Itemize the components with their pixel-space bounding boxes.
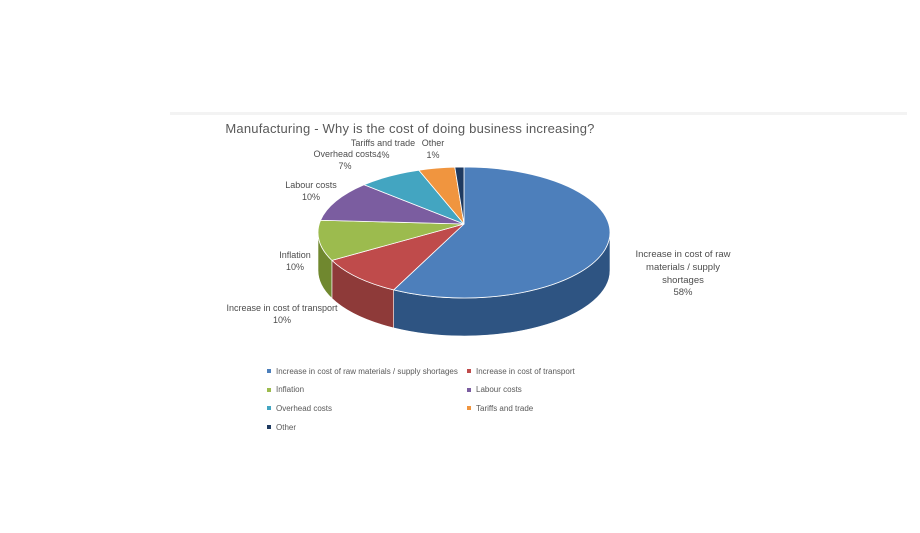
legend-item-other[interactable]: Other xyxy=(267,422,296,432)
top-divider xyxy=(170,112,907,115)
slice-label-line: Labour costs xyxy=(285,180,337,190)
slice-label-line: 10% xyxy=(301,191,320,202)
slice-label-line: Inflation xyxy=(279,250,311,260)
slice-label-inflation: Inflation 10% xyxy=(279,250,311,273)
pie-slice-labour-costs[interactable] xyxy=(320,184,465,225)
slice-label-overhead-costs: Overhead costs 7% xyxy=(313,149,376,172)
slice-label-other: Other 1% xyxy=(422,138,445,161)
slice-label-line: Increase in cost of transport xyxy=(226,303,338,313)
slice-label-line: 10% xyxy=(272,314,291,325)
slice-label-line: 10% xyxy=(285,261,304,272)
slice-label-line: Tariffs and trade xyxy=(350,138,416,148)
pie-slice-transport[interactable] xyxy=(331,223,465,291)
legend-label: Tariffs and trade xyxy=(476,403,534,413)
slice-label-line: Other xyxy=(421,138,445,148)
chart-title: Manufacturing - Why is the cost of doing… xyxy=(225,121,595,136)
legend-item-transport[interactable]: Increase in cost of transport xyxy=(467,366,575,376)
legend-label: Inflation xyxy=(276,385,305,395)
legend-item-raw-materials[interactable]: Increase in cost of raw materials / supp… xyxy=(267,366,458,376)
legend-label: Increase in cost of transport xyxy=(476,366,575,376)
legend-label: Other xyxy=(276,422,297,432)
legend-marker-tariffs-trade xyxy=(467,406,471,411)
legend-marker-overhead-costs xyxy=(267,406,271,411)
legend-marker-inflation xyxy=(267,387,271,392)
legend-item-labour-costs[interactable]: Labour costs xyxy=(467,385,522,395)
slice-label-tariffs-trade: Tariffs and trade 4% xyxy=(351,138,415,161)
legend-marker-other xyxy=(267,425,271,430)
legend-item-tariffs-trade[interactable]: Tariffs and trade xyxy=(467,403,533,413)
slice-label-line: Increase in cost of raw xyxy=(635,249,731,260)
slice-label-transport: Increase in cost of transport 10% xyxy=(226,303,337,326)
legend-marker-labour-costs xyxy=(467,387,471,392)
slice-label-line: materials / supply xyxy=(646,261,720,273)
slice-label-line: shortages xyxy=(662,274,704,286)
pie-slice-inflation[interactable] xyxy=(317,219,465,261)
legend-marker-transport xyxy=(467,369,471,373)
pie-slice-other[interactable] xyxy=(454,166,465,225)
slice-label-raw-materials: Increase in cost of raw materials / suppl… xyxy=(635,249,730,300)
pie-slice-raw-materials[interactable] xyxy=(393,166,611,299)
slice-label-line: 7% xyxy=(338,160,352,171)
slice-label-line: 1% xyxy=(426,149,440,160)
slice-label-line: 58% xyxy=(673,287,693,299)
slice-label-line: Overhead costs xyxy=(313,149,377,159)
slice-label-labour-costs: Labour costs 10% xyxy=(285,180,337,203)
legend-item-inflation[interactable]: Inflation xyxy=(267,385,304,395)
legend-marker-raw-materials xyxy=(267,369,271,373)
slice-label-line: 4% xyxy=(376,149,390,160)
legend-label: Labour costs xyxy=(476,385,522,395)
legend-label: Increase in cost of raw materials / supp… xyxy=(276,366,458,376)
legend-item-overhead-costs[interactable]: Overhead costs xyxy=(267,403,332,413)
legend-label: Overhead costs xyxy=(276,403,333,413)
